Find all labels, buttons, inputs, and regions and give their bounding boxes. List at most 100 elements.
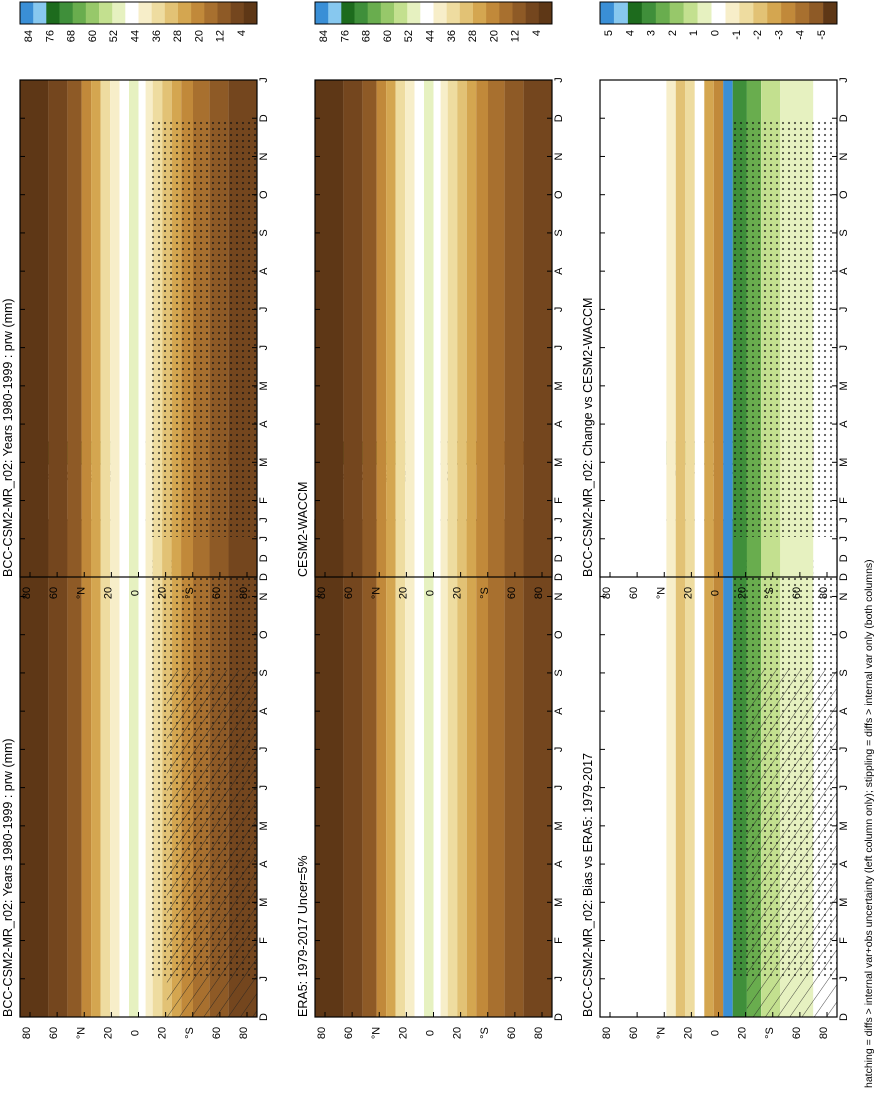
- x-tick-label: J: [258, 747, 270, 753]
- x-tick-label: A: [553, 707, 565, 715]
- x-tick-label: J: [553, 536, 565, 542]
- y-tick-label: 0: [130, 1030, 142, 1036]
- x-tick-label: O: [258, 630, 270, 639]
- y-tick-label: °S: [479, 587, 491, 599]
- field-band: [713, 80, 724, 577]
- y-tick-label: °N: [655, 1027, 667, 1039]
- field-band: [694, 80, 705, 577]
- x-tick-label: A: [838, 707, 850, 715]
- field-band: [600, 520, 667, 1017]
- y-tick-label: °S: [479, 1027, 491, 1039]
- y-tick-label: °S: [764, 1027, 776, 1039]
- x-tick-label: D: [838, 573, 850, 581]
- x-tick-label: M: [258, 821, 270, 830]
- field-band: [704, 520, 714, 1017]
- colorbar-label: -1: [731, 30, 743, 40]
- x-tick-label: A: [838, 267, 850, 275]
- x-tick-label: O: [258, 190, 270, 199]
- field-band: [685, 80, 695, 577]
- chart-panel-1: D J F M A M J J A S O N D J 80 60 °N 20 0 20 °S 60 80 BCC-CSM2-…: [1, 441, 270, 1039]
- field-band: [723, 520, 733, 1017]
- stippling-overlay: [150, 120, 258, 537]
- y-tick-label: 80: [316, 1027, 328, 1039]
- x-tick-label: A: [838, 420, 850, 428]
- field-band: [424, 80, 434, 577]
- colorbar-label: 20: [193, 30, 205, 42]
- field-band: [447, 80, 458, 577]
- colorbar-label: -3: [773, 30, 785, 40]
- field-band: [110, 520, 120, 1017]
- x-tick-label: A: [553, 860, 565, 868]
- y-tick-label: 80: [818, 587, 830, 599]
- y-tick-label: 60: [791, 1027, 803, 1039]
- x-tick-label: M: [258, 898, 270, 907]
- field-band: [343, 520, 363, 1017]
- field-band: [67, 80, 82, 577]
- y-tick-label: 80: [601, 587, 613, 599]
- x-tick-label: J: [553, 976, 565, 982]
- colorbar-label: 60: [87, 30, 99, 42]
- x-tick-label: D: [258, 573, 270, 581]
- x-tick-label: J: [838, 976, 850, 982]
- x-tick-label: N: [553, 152, 565, 160]
- stippling-overlay: [730, 560, 838, 977]
- colorbar: 84 76 68 60 52 44 36 28 20 12 4: [19, 1, 258, 42]
- field-band: [315, 80, 344, 577]
- y-tick-label: 80: [238, 587, 250, 599]
- field-band: [376, 80, 387, 577]
- colorbar-label: 4: [531, 30, 543, 36]
- field-band: [100, 80, 111, 577]
- x-tick-label: O: [838, 190, 850, 199]
- y-tick-label: °S: [764, 587, 776, 599]
- y-tick-label: 80: [21, 1027, 33, 1039]
- field-band: [523, 80, 552, 577]
- field-band: [81, 80, 92, 577]
- x-tick-label: O: [838, 630, 850, 639]
- y-tick-label: 20: [157, 1027, 169, 1039]
- y-tick-label: 20: [397, 1027, 409, 1039]
- x-tick-label: D: [553, 554, 565, 562]
- y-tick-label: 20: [452, 587, 464, 599]
- x-tick-label: F: [838, 497, 850, 504]
- y-tick-label: 60: [628, 1027, 640, 1039]
- x-tick-label: J: [838, 77, 850, 83]
- y-tick-label: °S: [184, 1027, 196, 1039]
- x-tick-label: F: [553, 937, 565, 944]
- x-tick-label: J: [553, 747, 565, 753]
- colorbar-label: 0: [710, 30, 722, 36]
- colorbar-label: 84: [318, 30, 330, 42]
- x-tick-label: J: [838, 345, 850, 351]
- field-band: [414, 80, 424, 577]
- field-band: [110, 80, 120, 577]
- field-band: [447, 520, 458, 1017]
- x-tick-label: M: [553, 821, 565, 830]
- colorbar-label: -2: [752, 30, 764, 40]
- field-band: [315, 520, 344, 1017]
- field-band: [48, 80, 68, 577]
- field-band: [405, 520, 415, 1017]
- x-tick-label: M: [258, 458, 270, 467]
- x-tick-label: S: [838, 669, 850, 676]
- colorbar-label: 60: [382, 30, 394, 42]
- x-tick-label: S: [553, 669, 565, 676]
- field-band: [466, 80, 477, 577]
- colorbar-label: 36: [446, 30, 458, 42]
- x-tick-label: J: [553, 785, 565, 791]
- panel-title: BCC-CSM2-MR_r02: Bias vs ERA5: 1979-2017: [581, 753, 595, 1017]
- y-tick-label: 60: [211, 587, 223, 599]
- y-tick-label: 0: [425, 1030, 437, 1036]
- y-tick-label: 0: [425, 590, 437, 596]
- colorbar-label: 28: [467, 30, 479, 42]
- field-band: [145, 520, 153, 1017]
- x-tick-label: J: [553, 307, 565, 313]
- x-tick-label: A: [258, 267, 270, 275]
- field-band: [666, 520, 676, 1017]
- field-band: [405, 80, 415, 577]
- colorbar: 84 76 68 60 52 44 36 28 20 12 4: [314, 1, 553, 42]
- field-band: [138, 520, 146, 1017]
- field-band: [362, 520, 377, 1017]
- y-tick-label: 20: [737, 1027, 749, 1039]
- field-band: [457, 520, 467, 1017]
- y-tick-label: 60: [506, 1027, 518, 1039]
